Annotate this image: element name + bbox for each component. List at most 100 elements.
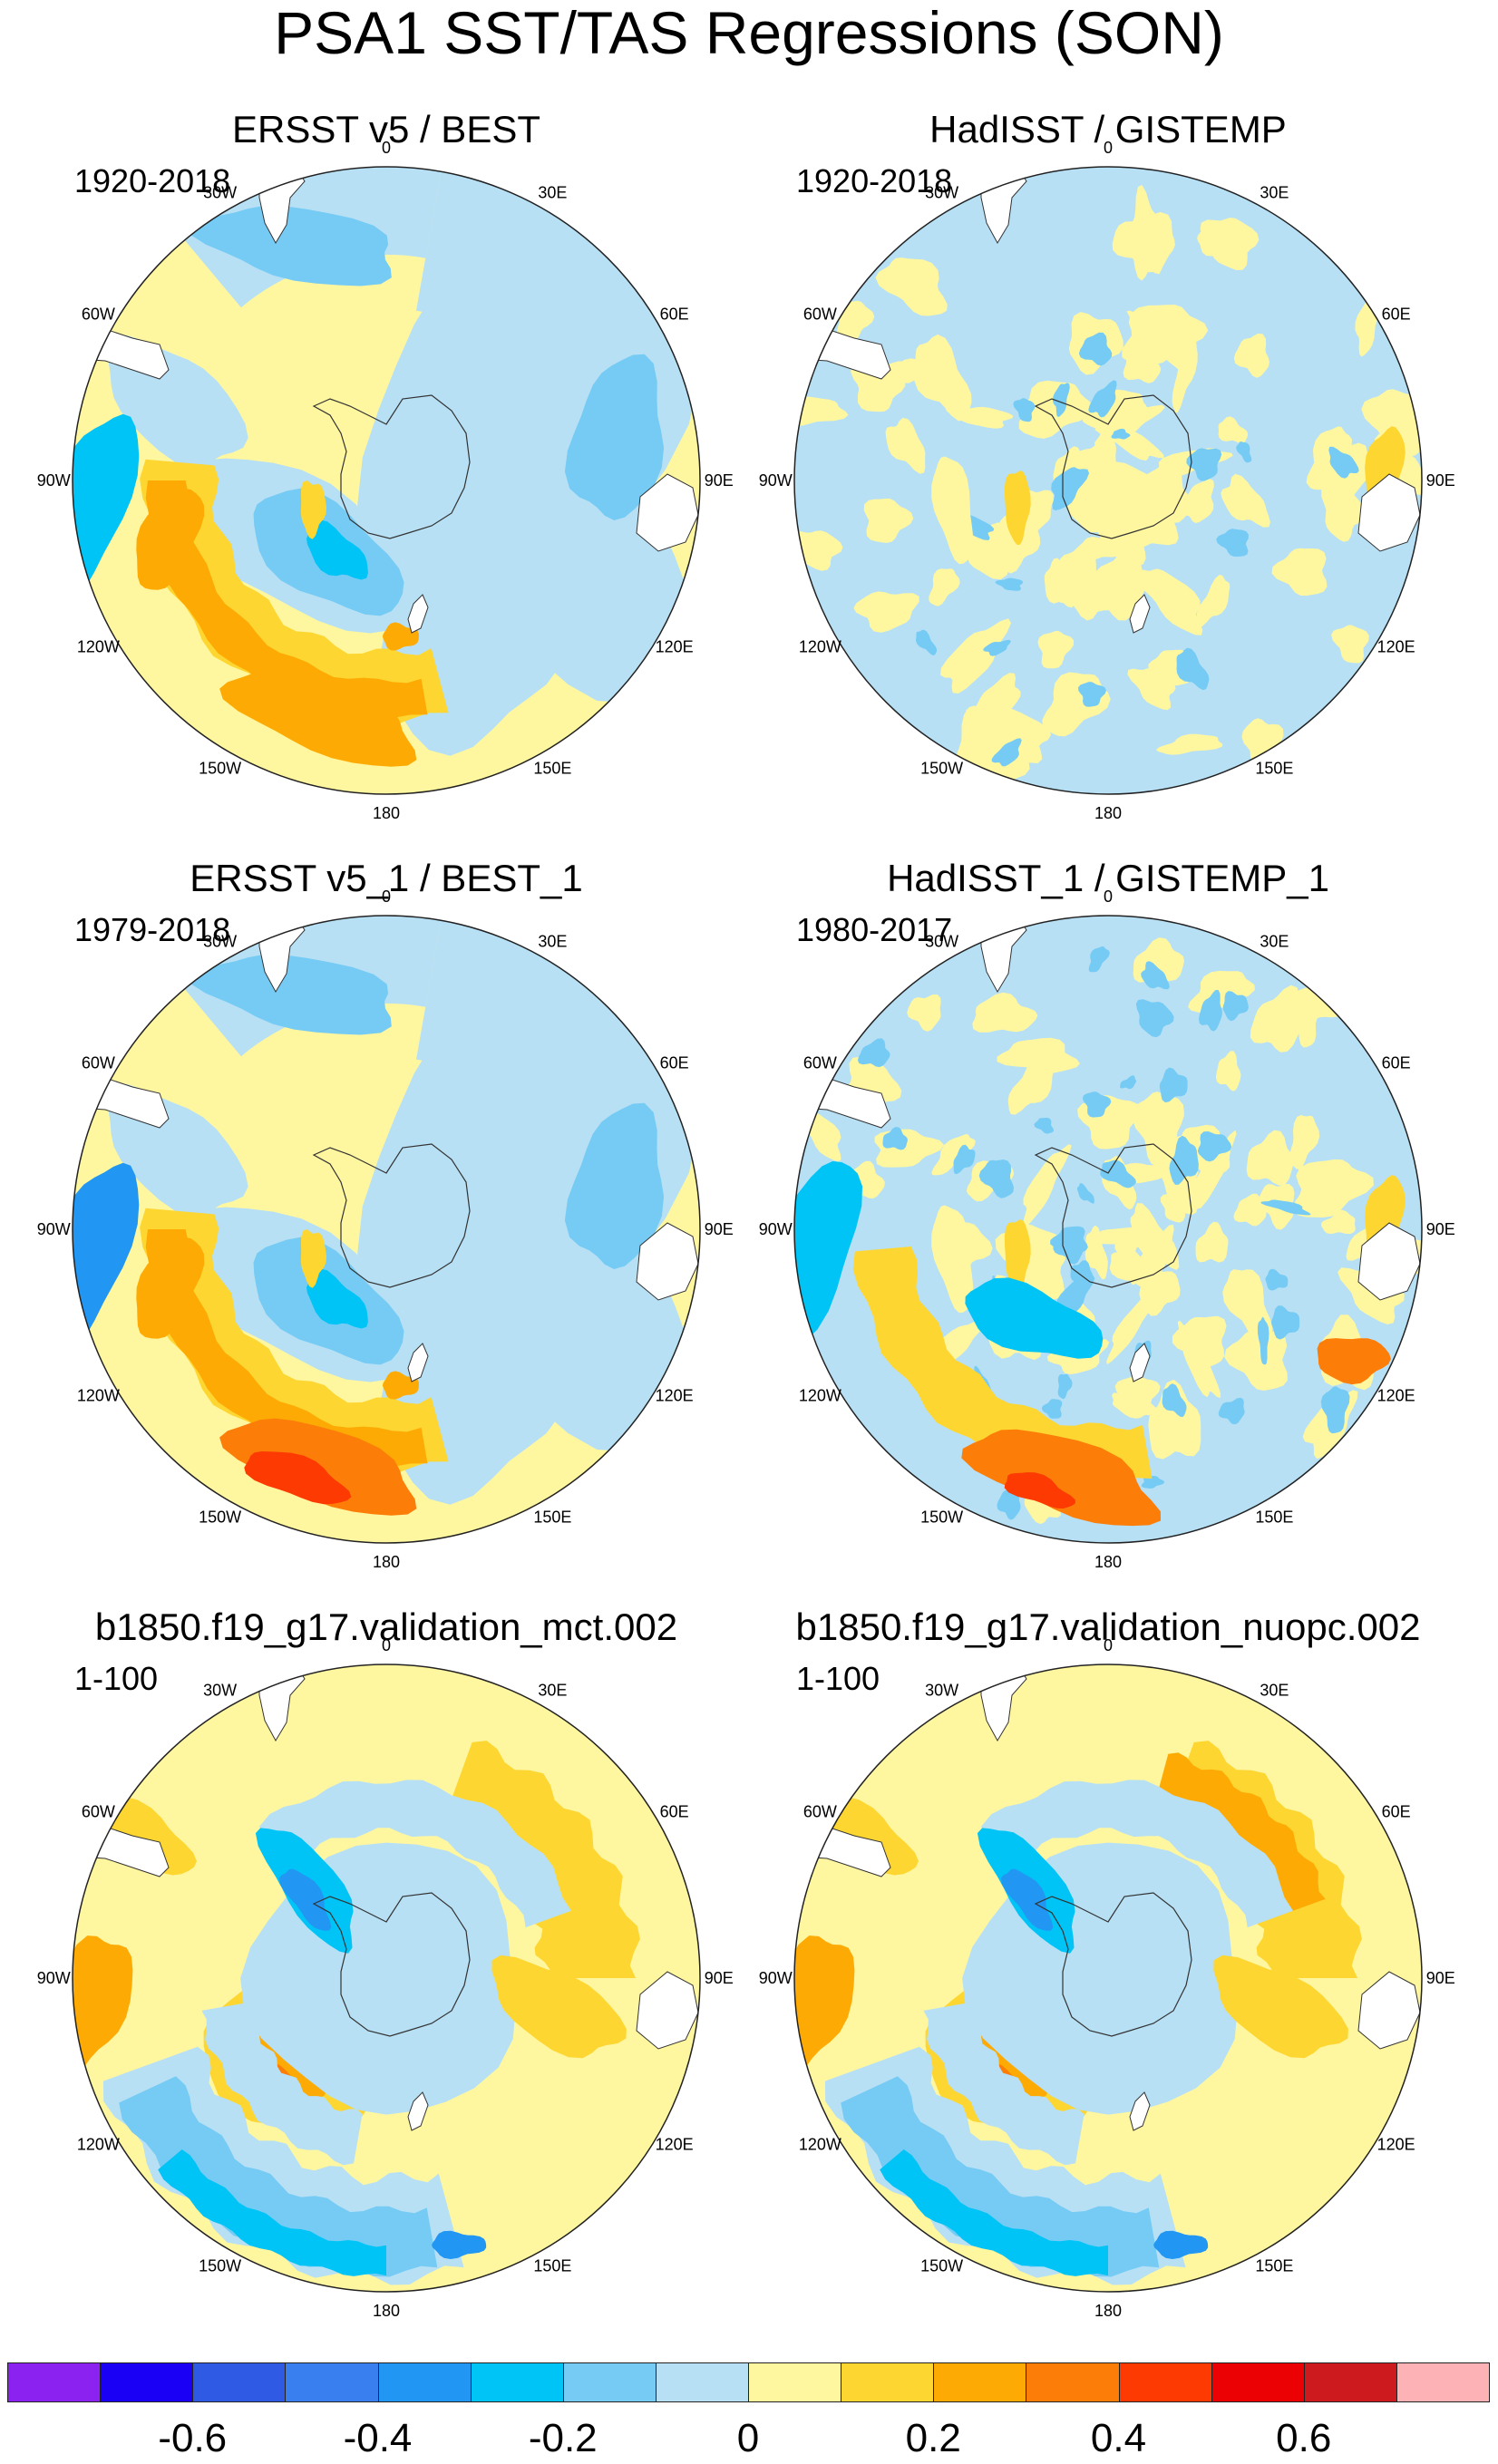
- anomaly-contour: [885, 417, 926, 474]
- longitude-label: 60E: [1382, 1054, 1411, 1072]
- anomaly-contour: [1317, 1338, 1391, 1385]
- anomaly-contour: [966, 707, 1052, 763]
- figure-title: PSA1 SST/TAS Regressions (SON): [274, 0, 1224, 66]
- colorbar-swatch: [1303, 2362, 1397, 2402]
- anomaly-contour: [1057, 1373, 1073, 1400]
- anomaly-contour: [995, 577, 1024, 591]
- anomaly-contour: [1050, 1226, 1088, 1255]
- anomaly-contour: [1265, 1268, 1289, 1291]
- panel-title: b1850.f19_g17.validation_nuopc.002: [795, 1605, 1421, 1648]
- anomaly-contour: [931, 456, 974, 565]
- longitude-label: 30E: [538, 183, 567, 201]
- anomaly-contour: [1246, 1130, 1294, 1186]
- panel-period: 1979-2018: [74, 911, 231, 948]
- anomaly-contour: [306, 1268, 368, 1329]
- anomaly-contour: [1197, 1131, 1232, 1162]
- antarctica-outline: [1034, 394, 1192, 539]
- anomaly-contour: [983, 639, 1011, 656]
- australia: [1357, 473, 1421, 552]
- colorbar-tick-label: 0.2: [905, 2416, 961, 2460]
- anomaly-contour: [882, 1127, 908, 1150]
- anomaly-contour: [794, 1160, 862, 1351]
- longitude-label: 120W: [799, 1386, 841, 1404]
- anomaly-contour: [1159, 1067, 1188, 1103]
- anomaly-contour: [972, 992, 1038, 1033]
- anomaly-contour: [1070, 1260, 1094, 1289]
- anomaly-contour: [1141, 961, 1170, 990]
- anomaly-contour: [300, 1229, 326, 1288]
- map-panel: 0 30E 60E 90E 120E 150E 180 150W 120W 90W 60W 30W H…: [759, 856, 1455, 1590]
- anomaly-contour: [140, 1208, 449, 1476]
- anomaly-contour: [836, 300, 875, 343]
- anomaly-contour: [1130, 185, 1163, 281]
- anomaly-contour: [73, 1935, 133, 2081]
- longitude-label: 60E: [660, 306, 689, 324]
- longitude-label: 60E: [1382, 306, 1411, 324]
- longitude-label: 60E: [660, 1803, 689, 1821]
- anomaly-contour: [1126, 310, 1193, 377]
- anomaly-contour: [1037, 630, 1075, 669]
- anomaly-contour: [794, 1935, 855, 2081]
- longitude-label: 60W: [803, 1803, 837, 1821]
- longitude-label: 120E: [656, 2135, 694, 2153]
- colorbar-swatch: [1211, 2362, 1305, 2402]
- anomaly-contour: [189, 954, 392, 1035]
- anomaly-contour: [1078, 682, 1106, 707]
- anomaly-contour: [1127, 667, 1176, 711]
- colorbar-swatch: [655, 2362, 749, 2402]
- longitude-label: 150W: [920, 2257, 963, 2275]
- anomaly-contour: [258, 1780, 571, 1928]
- anomaly-contour: [158, 2149, 386, 2276]
- panel-title: ERSST v5 / BEST: [232, 108, 540, 150]
- longitude-label: 180: [373, 2302, 400, 2320]
- anomaly-contour: [1004, 470, 1031, 546]
- anomaly-contour: [136, 1237, 205, 1339]
- anomaly-contour: [1218, 1397, 1245, 1425]
- longitude-label: 90E: [1426, 1969, 1455, 1987]
- anomaly-contour: [564, 1102, 665, 1269]
- panel-period: 1920-2018: [796, 162, 953, 199]
- longitude-label: 150W: [199, 1508, 241, 1527]
- anomaly-contour: [940, 618, 1011, 694]
- panel-title: HadISST / GISTEMP: [929, 108, 1287, 150]
- anomaly-contour: [1196, 574, 1230, 627]
- anomaly-contour: [73, 413, 140, 606]
- map-boundary: [793, 166, 1423, 795]
- antarctica-outline: [1034, 1143, 1192, 1288]
- longitude-label: 90E: [705, 1220, 734, 1238]
- map-field: [794, 1664, 1422, 2292]
- anomaly-contour: [1053, 383, 1070, 418]
- longitude-label: 150E: [1255, 2257, 1293, 2275]
- anomaly-contour: [853, 591, 919, 633]
- anomaly-contour: [978, 1159, 1015, 1198]
- anomaly-contour: [1199, 989, 1222, 1032]
- colorbar-swatch: [1026, 2362, 1120, 2402]
- australia: [636, 473, 699, 552]
- longitude-label: 60W: [82, 1054, 115, 1072]
- anomaly-contour: [923, 2002, 1085, 2166]
- anomaly-contour: [1041, 1399, 1063, 1419]
- map-boundary: [72, 1664, 701, 2293]
- anomaly-contour: [1109, 1248, 1159, 1290]
- map-panel: 0 30E 60E 90E 120E 150E 180 150W 120W 90W 60W 30W H…: [759, 107, 1455, 841]
- anomaly-contour: [1257, 1316, 1269, 1365]
- anomaly-contour: [852, 1247, 1153, 1487]
- anomaly-contour: [244, 1451, 352, 1505]
- polar-map: 0 30E 60E 90E 120E 150E 180 150W 120W 90W 60W 30W: [759, 1636, 1455, 2320]
- anomaly-contour: [1153, 2230, 1209, 2259]
- colorbar-tick-label: -0.4: [343, 2416, 413, 2460]
- longitude-label: 150E: [533, 1508, 571, 1527]
- anomaly-contour: [961, 1429, 1161, 1527]
- map-field: [73, 916, 700, 1543]
- anomaly-contour: [1114, 1375, 1161, 1415]
- colorbar-swatch: [192, 2362, 287, 2402]
- longitude-label: 150E: [533, 760, 571, 778]
- map-field: [73, 167, 700, 794]
- longitude-label: 180: [373, 804, 400, 822]
- anomaly-contour: [863, 499, 914, 543]
- anomaly-contour: [1221, 473, 1270, 528]
- colorbar-swatch: [748, 2362, 842, 2402]
- longitude-label: 30E: [1260, 932, 1289, 950]
- anomaly-contour: [1320, 1386, 1350, 1434]
- anomaly-contour: [1160, 1192, 1194, 1223]
